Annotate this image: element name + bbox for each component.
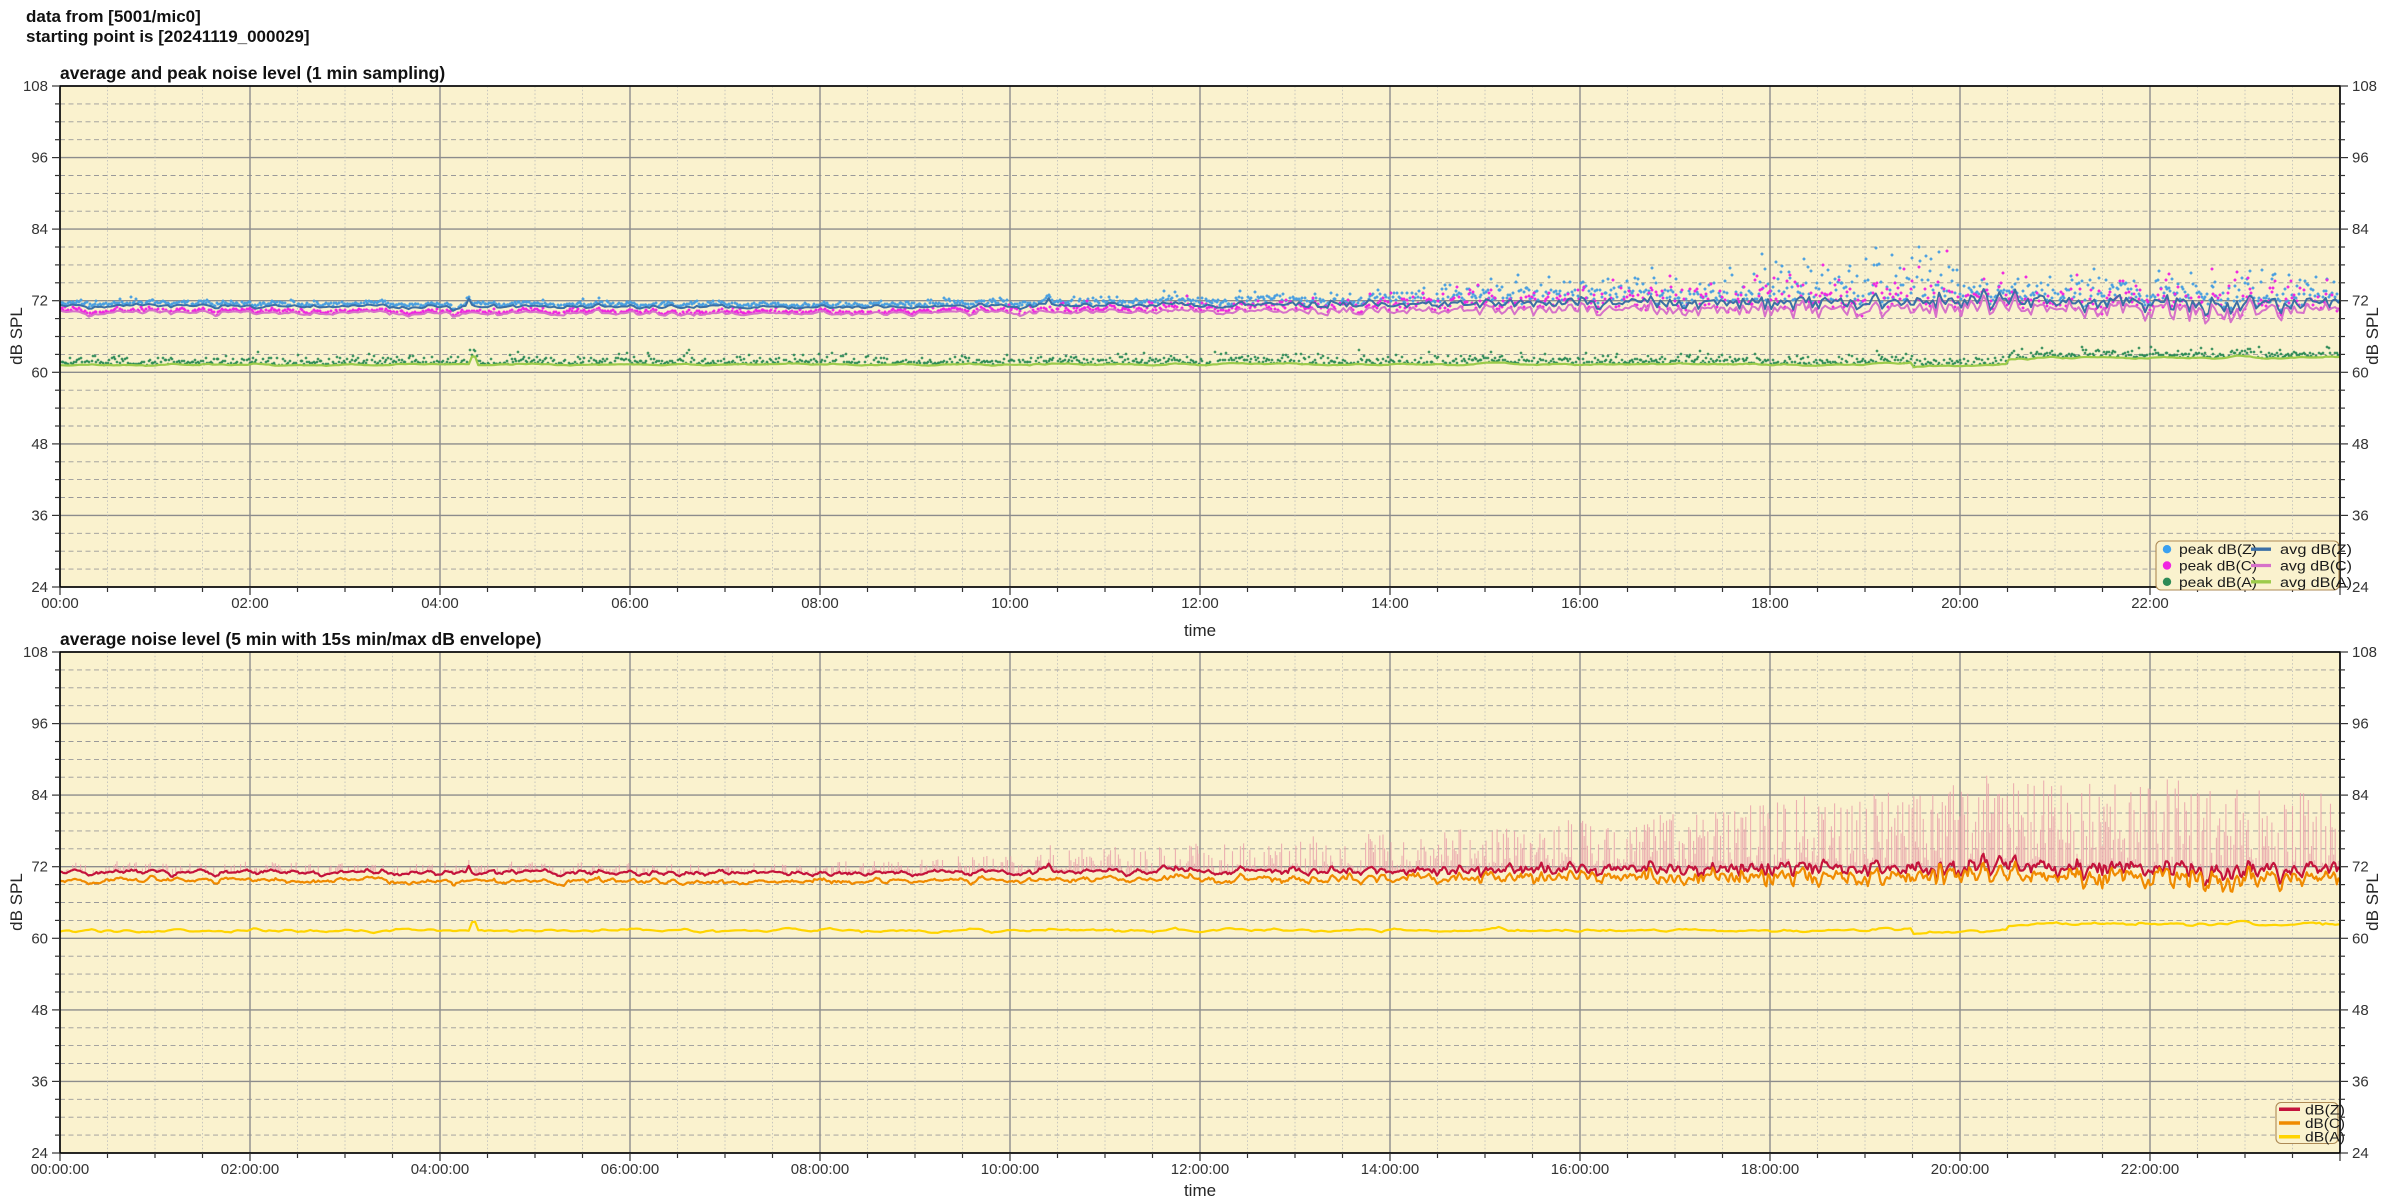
svg-text:96: 96 xyxy=(2352,150,2369,167)
svg-text:02:00: 02:00 xyxy=(231,595,269,612)
svg-text:02:00:00: 02:00:00 xyxy=(221,1161,279,1178)
svg-text:00:00: 00:00 xyxy=(41,595,79,612)
svg-text:96: 96 xyxy=(31,150,48,167)
svg-text:108: 108 xyxy=(23,78,48,95)
svg-text:20:00: 20:00 xyxy=(1941,595,1979,612)
svg-text:36: 36 xyxy=(2352,1073,2369,1090)
svg-text:peak dB(Z): peak dB(Z) xyxy=(2179,542,2257,557)
svg-text:18:00:00: 18:00:00 xyxy=(1741,1161,1799,1178)
svg-text:24: 24 xyxy=(31,1145,48,1162)
svg-text:22:00:00: 22:00:00 xyxy=(2121,1161,2179,1178)
svg-text:04:00: 04:00 xyxy=(421,595,459,612)
svg-text:avg dB(Z): avg dB(Z) xyxy=(2280,542,2352,557)
svg-text:108: 108 xyxy=(2352,78,2377,95)
svg-text:dB SPL: dB SPL xyxy=(2363,307,2382,365)
svg-text:84: 84 xyxy=(31,221,48,238)
svg-text:60: 60 xyxy=(31,930,48,947)
svg-text:dB SPL: dB SPL xyxy=(2363,873,2382,931)
svg-text:00:00:00: 00:00:00 xyxy=(31,1161,89,1178)
svg-text:48: 48 xyxy=(31,436,48,453)
svg-text:22:00: 22:00 xyxy=(2131,595,2169,612)
svg-text:avg dB(A): avg dB(A) xyxy=(2280,575,2352,590)
svg-text:84: 84 xyxy=(2352,221,2369,238)
svg-text:14:00: 14:00 xyxy=(1371,595,1409,612)
svg-text:72: 72 xyxy=(2352,859,2369,876)
svg-text:24: 24 xyxy=(2352,1145,2369,1162)
svg-text:04:00:00: 04:00:00 xyxy=(411,1161,469,1178)
svg-text:dB SPL: dB SPL xyxy=(7,873,26,931)
svg-text:12:00:00: 12:00:00 xyxy=(1171,1161,1229,1178)
svg-text:12:00: 12:00 xyxy=(1181,595,1219,612)
svg-text:dB(A): dB(A) xyxy=(2305,1130,2345,1145)
svg-text:48: 48 xyxy=(2352,436,2369,453)
svg-text:60: 60 xyxy=(2352,364,2369,381)
svg-text:96: 96 xyxy=(2352,716,2369,733)
svg-text:10:00:00: 10:00:00 xyxy=(981,1161,1039,1178)
svg-text:peak dB(A): peak dB(A) xyxy=(2179,575,2257,590)
svg-text:average noise level (5 min wit: average noise level (5 min with 15s min/… xyxy=(60,629,541,649)
svg-text:108: 108 xyxy=(2352,644,2377,661)
svg-text:72: 72 xyxy=(31,293,48,310)
svg-text:06:00:00: 06:00:00 xyxy=(601,1161,659,1178)
svg-text:dB SPL: dB SPL xyxy=(7,307,26,365)
svg-text:72: 72 xyxy=(2352,293,2369,310)
svg-text:48: 48 xyxy=(31,1002,48,1019)
svg-text:avg dB(C): avg dB(C) xyxy=(2280,559,2352,574)
svg-text:60: 60 xyxy=(2352,930,2369,947)
svg-text:108: 108 xyxy=(23,644,48,661)
svg-text:14:00:00: 14:00:00 xyxy=(1361,1161,1419,1178)
svg-text:average and peak noise level (: average and peak noise level (1 min samp… xyxy=(60,63,445,83)
svg-text:24: 24 xyxy=(31,579,48,596)
svg-text:peak dB(C): peak dB(C) xyxy=(2179,559,2257,574)
svg-text:84: 84 xyxy=(2352,787,2369,804)
svg-text:10:00: 10:00 xyxy=(991,595,1029,612)
svg-text:36: 36 xyxy=(31,507,48,524)
svg-text:20:00:00: 20:00:00 xyxy=(1931,1161,1989,1178)
svg-text:16:00: 16:00 xyxy=(1561,595,1599,612)
svg-text:60: 60 xyxy=(31,364,48,381)
svg-text:time: time xyxy=(1184,1181,1216,1200)
svg-text:72: 72 xyxy=(31,859,48,876)
svg-text:36: 36 xyxy=(2352,507,2369,524)
svg-text:18:00: 18:00 xyxy=(1751,595,1789,612)
svg-text:36: 36 xyxy=(31,1073,48,1090)
svg-text:24: 24 xyxy=(2352,579,2369,596)
svg-text:time: time xyxy=(1184,621,1216,640)
svg-text:08:00:00: 08:00:00 xyxy=(791,1161,849,1178)
svg-text:08:00: 08:00 xyxy=(801,595,839,612)
svg-text:84: 84 xyxy=(31,787,48,804)
svg-text:96: 96 xyxy=(31,716,48,733)
svg-text:16:00:00: 16:00:00 xyxy=(1551,1161,1609,1178)
svg-text:06:00: 06:00 xyxy=(611,595,649,612)
svg-text:48: 48 xyxy=(2352,1002,2369,1019)
